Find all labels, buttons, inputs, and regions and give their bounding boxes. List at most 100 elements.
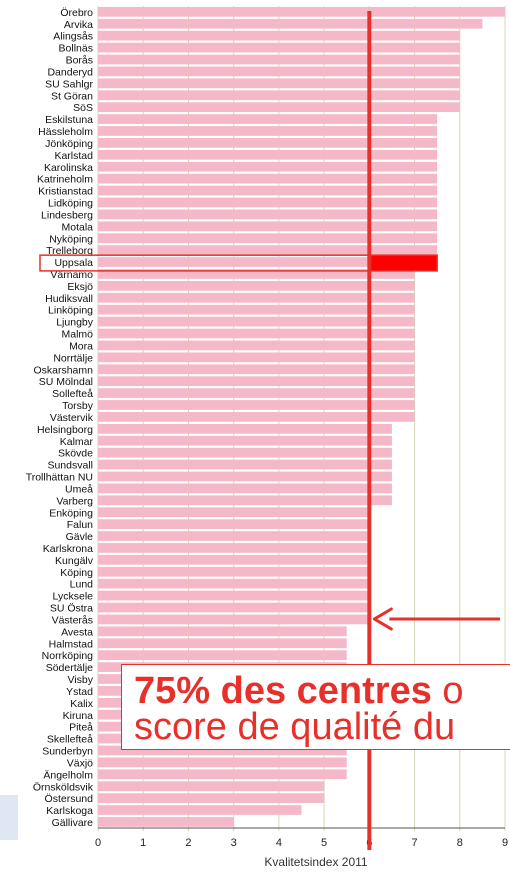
x-axis-label: Kvalitetsindex 2011	[264, 855, 368, 869]
category-label: Umeå	[65, 483, 93, 495]
bar	[98, 114, 438, 124]
category-label: Gällivare	[52, 817, 94, 829]
category-label: Karlstad	[54, 150, 93, 162]
bar	[98, 614, 370, 625]
category-label: Kalix	[70, 698, 94, 710]
category-label: Falun	[67, 519, 93, 531]
category-label: Uppsala	[54, 257, 93, 269]
category-label: Halmstad	[49, 638, 94, 650]
category-label: Gävle	[66, 531, 94, 543]
highlight-bar	[369, 255, 438, 271]
bar	[98, 483, 392, 494]
category-label: SU Sahlgr	[45, 78, 93, 90]
category-label: SöS	[73, 102, 93, 114]
x-tick-label: 1	[140, 837, 146, 849]
highlight-box	[39, 254, 438, 272]
category-label: Södertälje	[46, 662, 93, 674]
bar	[98, 102, 460, 113]
bar	[98, 376, 415, 387]
bar	[98, 388, 415, 398]
x-tick-label: 8	[457, 837, 463, 849]
category-label: Mora	[69, 340, 93, 352]
category-label: Lycksele	[53, 591, 94, 603]
category-label: Ängelholm	[43, 769, 93, 781]
category-label: Ljungby	[56, 317, 94, 329]
category-label: Sollefteå	[52, 388, 93, 400]
bar	[98, 423, 392, 434]
bar	[98, 793, 325, 803]
bar	[98, 519, 370, 529]
category-label: Lidköping	[48, 198, 93, 210]
category-labels: ÖrebroArvikaAlingsåsBollnäsBoråsDanderyd…	[26, 7, 94, 829]
category-label: Arvika	[64, 19, 93, 31]
bar	[98, 650, 347, 661]
bar	[98, 161, 438, 172]
category-label: Danderyd	[47, 66, 93, 78]
bar	[98, 364, 415, 375]
category-label: Avesta	[61, 626, 93, 638]
category-label: Kalmar	[60, 436, 94, 448]
bar	[98, 578, 370, 589]
category-label: Eskilstuna	[45, 114, 93, 126]
bar	[98, 269, 415, 279]
category-label: Örebro	[60, 7, 93, 19]
bar	[98, 555, 370, 565]
bar	[98, 54, 460, 65]
category-label: SU Östra	[50, 603, 93, 615]
bar	[98, 400, 415, 410]
side-tab	[0, 795, 18, 840]
category-label: Karlskoga	[46, 805, 93, 817]
bar	[98, 281, 415, 291]
category-label: Kungälv	[55, 555, 94, 567]
category-label: Piteå	[69, 722, 93, 734]
category-label: Motala	[61, 221, 93, 233]
category-label: Trollhättan NU	[26, 472, 93, 484]
bar	[98, 817, 234, 827]
category-label: Karolinska	[44, 162, 93, 174]
bar	[98, 304, 415, 315]
category-label: Nyköping	[49, 233, 93, 245]
annotation-callout: 75% des centres o score de qualité du	[121, 664, 510, 750]
bar	[98, 602, 370, 613]
x-tick-label: 3	[231, 837, 237, 849]
bar	[98, 626, 347, 637]
bar	[98, 316, 415, 327]
category-label: Hässleholm	[38, 126, 93, 138]
category-label: Visby	[68, 674, 94, 686]
category-label: Eksjö	[67, 281, 93, 293]
category-label: Hudiksvall	[45, 293, 93, 305]
bar	[98, 566, 370, 577]
bar	[98, 638, 347, 649]
bar	[98, 149, 438, 160]
bar	[98, 18, 483, 29]
bar	[98, 590, 370, 601]
category-label: Örnsköldsvik	[33, 781, 94, 793]
x-tick-label: 9	[502, 837, 508, 849]
bar	[98, 757, 347, 768]
bar	[98, 745, 347, 756]
category-label: Jönköping	[45, 138, 93, 150]
bar	[98, 412, 415, 422]
bar	[98, 90, 460, 101]
category-label: Sunderbyn	[42, 746, 93, 758]
bar	[98, 769, 347, 780]
bar	[98, 209, 438, 220]
x-tick-label: 4	[276, 837, 282, 849]
category-label: Katrineholm	[37, 174, 93, 186]
category-label: St Göran	[51, 90, 93, 102]
category-label: Västervik	[50, 412, 94, 424]
category-label: Oskarshamn	[33, 364, 93, 376]
annotation-text-line2: score de qualité du	[134, 706, 456, 748]
category-label: Kristianstad	[38, 186, 93, 198]
category-label: Värnamo	[50, 269, 93, 281]
category-label: Lindesberg	[41, 209, 93, 221]
bar	[98, 447, 392, 458]
annotation-text-line1: o	[431, 670, 464, 712]
bar	[98, 805, 302, 815]
category-label: Karlskrona	[43, 543, 93, 555]
bar	[98, 471, 392, 482]
category-label: Lund	[70, 579, 94, 591]
category-label: Linköping	[48, 305, 93, 317]
category-label: Torsby	[62, 400, 94, 412]
